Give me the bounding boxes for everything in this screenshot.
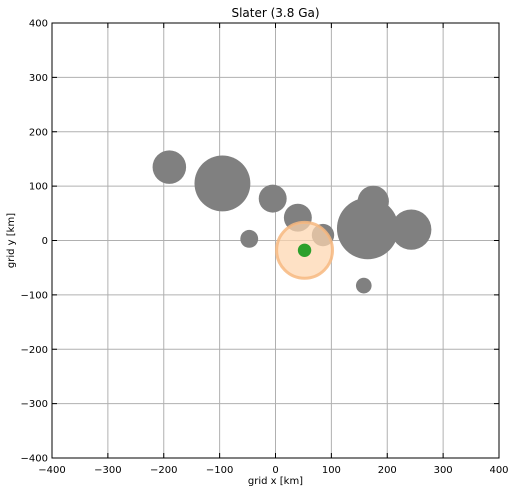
crater-marker (194, 155, 251, 212)
crater-marker (240, 229, 259, 248)
crater-marker (355, 277, 372, 294)
x-tick-label: −400 (38, 465, 65, 476)
x-tick-label: 0 (272, 465, 278, 476)
grid-layer (51, 22, 500, 459)
y-tick-label: 400 (29, 19, 48, 30)
data-layer (152, 150, 432, 294)
y-axis-label: grid y [km] (6, 213, 17, 268)
target-center-marker (297, 243, 312, 257)
x-tick-label: −200 (150, 465, 177, 476)
y-tick-label: −300 (21, 399, 48, 410)
x-tick-label: 400 (489, 465, 508, 476)
x-tick-label: −100 (206, 465, 233, 476)
chart-title: Slater (3.8 Ga) (231, 6, 319, 20)
y-tick-label: 100 (29, 182, 48, 193)
y-tick-label: −100 (21, 290, 48, 301)
x-tick-label: 300 (434, 465, 453, 476)
tick-layer: −400 −300 −200 −100 0 100 200 300 400 −400 −300 −20… (21, 19, 509, 477)
x-tick-label: 100 (322, 465, 341, 476)
x-tick-label: 200 (378, 465, 397, 476)
y-tick-label: 0 (42, 236, 48, 247)
crater-marker (391, 209, 432, 250)
y-tick-label: −200 (21, 345, 48, 356)
crater-marker (258, 184, 287, 213)
y-tick-label: 300 (29, 73, 48, 84)
x-tick-label: −300 (94, 465, 121, 476)
x-axis-label: grid x [km] (248, 476, 303, 487)
y-tick-label: 200 (29, 127, 48, 138)
crater-marker (336, 197, 399, 260)
y-tick-label: −400 (21, 454, 48, 465)
crater-marker (152, 150, 187, 184)
